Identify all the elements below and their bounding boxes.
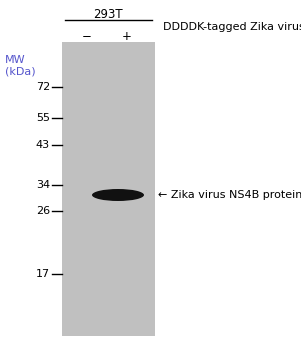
Text: 34: 34 bbox=[36, 180, 50, 190]
Text: (kDa): (kDa) bbox=[5, 67, 36, 77]
Text: 43: 43 bbox=[36, 140, 50, 150]
Text: ← Zika virus NS4B protein: ← Zika virus NS4B protein bbox=[158, 190, 301, 200]
Text: DDDDK-tagged Zika virus NS4B: DDDDK-tagged Zika virus NS4B bbox=[163, 22, 301, 32]
Text: 17: 17 bbox=[36, 269, 50, 279]
Text: +: + bbox=[122, 30, 132, 43]
Text: 72: 72 bbox=[36, 82, 50, 92]
Bar bbox=[62, 42, 155, 336]
Text: MW: MW bbox=[5, 55, 26, 65]
Text: 55: 55 bbox=[36, 113, 50, 123]
Text: 26: 26 bbox=[36, 206, 50, 216]
Text: 293T: 293T bbox=[93, 8, 123, 21]
Text: −: − bbox=[82, 30, 92, 43]
Ellipse shape bbox=[92, 189, 144, 201]
